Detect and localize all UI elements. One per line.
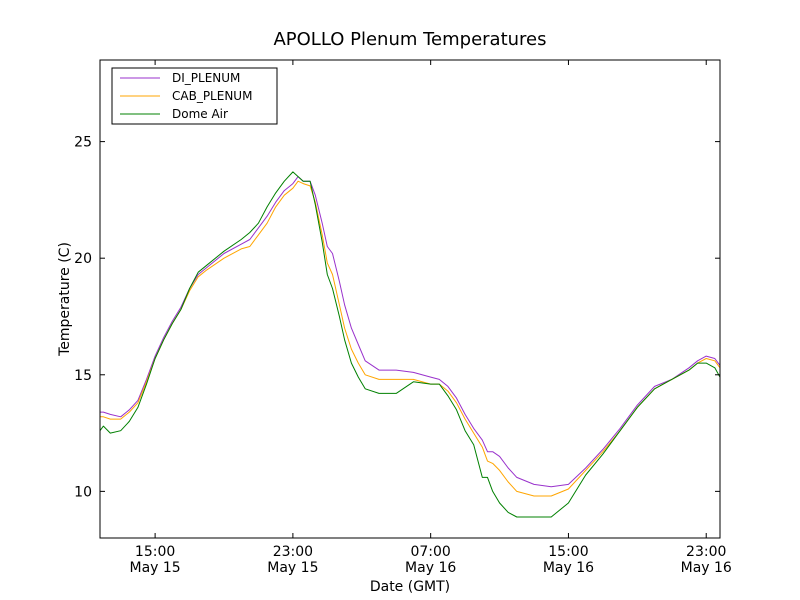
x-tick-time-label: 23:00	[686, 544, 726, 560]
y-axis-ticks: 10 15 20 25	[74, 135, 720, 500]
x-tick-date-label: May 16	[405, 560, 456, 576]
x-tick-date-label: May 16	[681, 560, 732, 576]
x-tick-time-label: 07:00	[410, 544, 450, 560]
y-tick-label: 15	[74, 368, 92, 384]
x-tick-date-label: May 15	[130, 560, 181, 576]
x-tick-date-label: May 15	[267, 560, 318, 576]
plot-frame	[99, 59, 721, 539]
legend-label: CAB_PLENUM	[172, 89, 252, 103]
y-tick-label: 20	[74, 251, 92, 267]
y-axis-label: Temperature (C)	[57, 242, 73, 357]
y-tick-label: 25	[74, 135, 92, 151]
chart-title: APOLLO Plenum Temperatures	[273, 29, 546, 50]
series-line-dome-air	[100, 171, 720, 518]
series-line-di-plenum	[100, 176, 720, 488]
x-tick-date-label: May 16	[543, 560, 594, 576]
legend-label: DI_PLENUM	[172, 71, 240, 85]
legend-label: Dome Air	[172, 107, 228, 121]
x-tick-time-label: 23:00	[273, 544, 313, 560]
series-layer	[100, 171, 720, 518]
chart-legend: DI_PLENUM CAB_PLENUM Dome Air	[111, 67, 278, 125]
x-tick-time-label: 15:00	[135, 544, 175, 560]
y-tick-label: 10	[74, 484, 92, 500]
x-tick-time-label: 15:00	[548, 544, 588, 560]
x-axis-label: Date (GMT)	[370, 579, 450, 595]
